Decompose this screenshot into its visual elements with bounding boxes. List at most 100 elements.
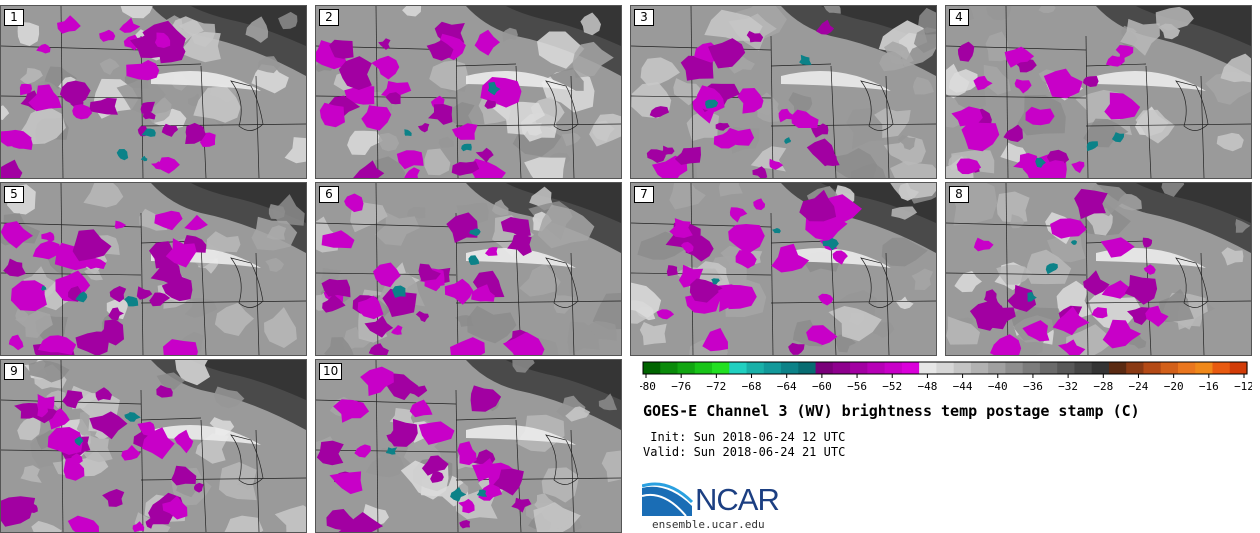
convective-cloud — [353, 160, 385, 178]
colorbar-segment — [729, 362, 748, 374]
convective-cloud — [1025, 106, 1055, 126]
convective-cloud — [666, 265, 679, 277]
great-lakes-outline — [1175, 80, 1209, 131]
convective-cloud — [771, 243, 810, 273]
moisture-patch — [1235, 219, 1251, 233]
convective-cloud — [1115, 45, 1134, 61]
convective-cloud — [386, 427, 406, 446]
moisture-patch — [996, 191, 1030, 223]
moisture-band — [1096, 71, 1206, 91]
cold-core — [476, 489, 487, 497]
moisture-band — [151, 425, 261, 445]
colorbar-legend: −80 −76 −72 −68 −64 −60 −56 −52 −48 −44 −40 −36 −32 −… — [640, 361, 1252, 393]
convective-cloud — [385, 92, 401, 105]
moisture-patch — [541, 467, 579, 503]
convective-cloud — [681, 241, 694, 254]
moisture-patch — [788, 92, 813, 114]
convective-cloud — [364, 315, 394, 338]
moisture-patch — [891, 206, 918, 220]
postage-stamp-panel-10: 10 — [315, 359, 622, 533]
convective-cloud — [1, 221, 33, 249]
colorbar-frame — [642, 361, 1248, 375]
moisture-patch — [265, 257, 284, 272]
wv-map-10 — [316, 360, 621, 532]
moisture-patch — [213, 386, 245, 409]
convective-cloud — [338, 512, 384, 532]
moisture-patch — [438, 136, 455, 148]
cold-core — [487, 81, 501, 96]
wv-map-1 — [1, 6, 306, 178]
convective-cloud — [66, 453, 83, 468]
state-boundary — [140, 417, 202, 421]
convective-cloud — [32, 240, 62, 260]
logo-url: ensemble.ucar.edu — [652, 518, 765, 531]
colorbar-tick-label: −80 — [640, 380, 656, 393]
state-boundary — [570, 429, 575, 532]
convective-cloud — [818, 293, 834, 306]
moisture-patch — [912, 76, 934, 95]
convective-cloud — [371, 55, 400, 80]
moisture-patch — [14, 310, 53, 338]
dry-air-core — [506, 183, 621, 223]
state-boundary — [140, 300, 306, 304]
convective-cloud — [806, 325, 838, 346]
moisture-patch — [846, 108, 887, 150]
init-time: Init: Sun 2018-06-24 12 UTC — [643, 430, 846, 444]
wv-map-9 — [1, 360, 306, 532]
state-boundary — [455, 389, 459, 532]
convective-cloud — [38, 335, 77, 355]
great-lakes-outline — [860, 257, 894, 308]
convective-cloud — [799, 189, 837, 222]
panel-number-4: 4 — [949, 9, 969, 26]
cold-core — [1035, 157, 1046, 168]
colorbar-tick-label: −28 — [1093, 380, 1113, 393]
moisture-patch — [524, 157, 566, 178]
state-boundary — [455, 123, 621, 127]
convective-cloud — [171, 465, 197, 486]
convective-cloud — [1058, 339, 1086, 355]
convective-cloud — [54, 242, 94, 271]
moisture-patch — [673, 78, 703, 106]
convective-cloud — [329, 471, 363, 495]
moisture-patch — [639, 322, 667, 346]
convective-cloud — [961, 121, 1000, 152]
convective-cloud — [746, 30, 764, 43]
convective-cloud — [67, 515, 100, 532]
convective-cloud — [62, 390, 83, 409]
valid-time: Valid: Sun 2018-06-24 21 UTC — [643, 445, 846, 459]
convective-cloud — [708, 38, 746, 69]
moisture-patch — [913, 27, 936, 53]
panel-number-3: 3 — [634, 9, 654, 26]
postage-stamp-panel-2: 2 — [315, 5, 622, 179]
colorbar-segment — [850, 362, 868, 374]
convective-cloud — [805, 204, 848, 242]
moisture-patch — [175, 360, 211, 386]
moisture-patch — [586, 320, 617, 341]
convective-cloud — [154, 210, 183, 231]
state-boundary — [1085, 123, 1251, 127]
convective-cloud — [344, 85, 375, 105]
panel-number-2: 2 — [319, 9, 339, 26]
convective-cloud — [357, 295, 384, 320]
moisture-patch — [512, 360, 535, 373]
state-boundary — [946, 272, 1087, 276]
state-boundary — [316, 399, 457, 405]
convective-cloud — [1007, 284, 1037, 312]
colorbar-segment — [815, 362, 834, 374]
state-boundary — [60, 183, 64, 355]
state-boundary — [885, 75, 890, 178]
state-boundary — [570, 252, 575, 355]
colorbar-segment — [643, 362, 661, 374]
convective-cloud — [382, 288, 417, 317]
moisture-patch — [278, 11, 298, 30]
convective-cloud — [661, 145, 675, 156]
moisture-patch — [1216, 132, 1244, 152]
convective-cloud — [162, 495, 188, 520]
convective-cloud — [185, 122, 206, 144]
convective-cloud — [791, 109, 819, 128]
state-boundary — [1200, 75, 1205, 178]
moisture-patch — [224, 515, 264, 532]
convective-cloud — [1014, 79, 1032, 94]
dry-air-core — [191, 6, 306, 46]
colorbar-segment — [660, 362, 679, 374]
